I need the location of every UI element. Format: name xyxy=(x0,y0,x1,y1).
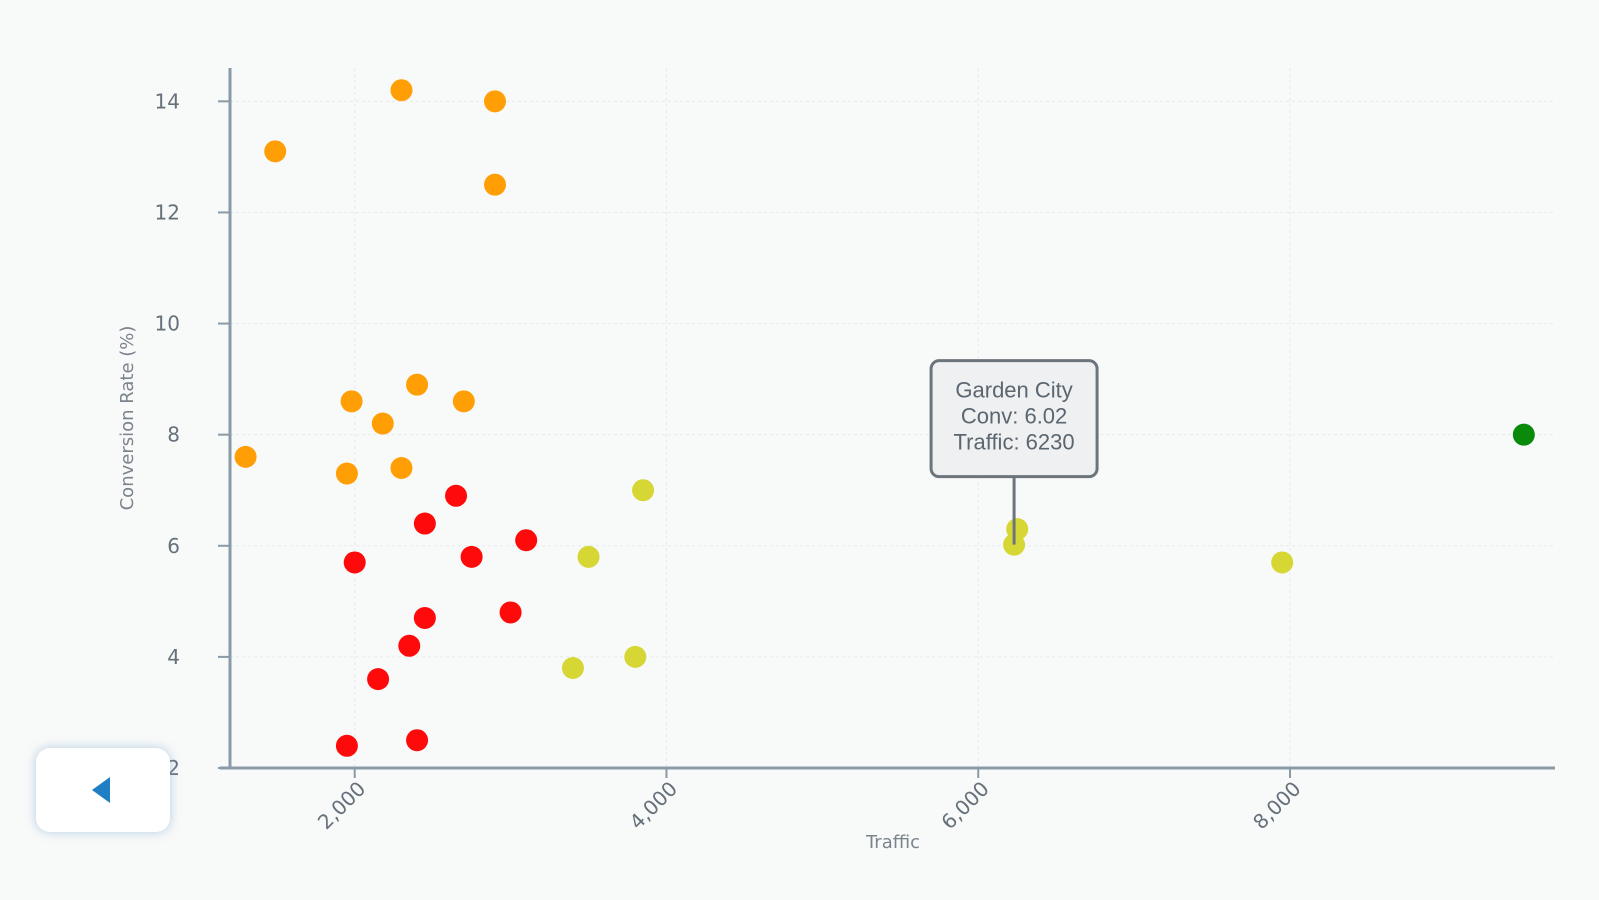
data-point[interactable] xyxy=(499,601,522,624)
data-point[interactable] xyxy=(406,729,429,752)
tooltip-box xyxy=(929,359,1099,479)
x-axis-title: Traffic xyxy=(865,832,920,853)
data-point[interactable] xyxy=(406,373,429,396)
data-point[interactable] xyxy=(371,412,394,435)
data-point[interactable] xyxy=(340,390,363,413)
tooltip-traffic: Traffic: 6230 xyxy=(954,430,1075,455)
data-point[interactable] xyxy=(390,79,413,102)
data-point[interactable] xyxy=(561,657,584,679)
x-tick-label: 2,000 xyxy=(313,777,370,834)
data-point[interactable] xyxy=(1512,423,1535,446)
data-points xyxy=(234,79,1535,757)
tooltip-name: Garden City xyxy=(955,378,1072,403)
data-point[interactable] xyxy=(390,457,413,479)
data-point[interactable] xyxy=(577,545,600,568)
grid-lines xyxy=(230,68,1555,769)
y-axis-title: Conversion Rate (%) xyxy=(117,326,138,511)
data-point[interactable] xyxy=(1271,551,1294,574)
chevron-left-icon xyxy=(92,777,110,803)
data-point[interactable] xyxy=(413,512,436,535)
data-point[interactable] xyxy=(234,445,257,468)
data-point[interactable] xyxy=(264,140,287,163)
data-point[interactable] xyxy=(624,645,647,668)
y-tick-label: 12 xyxy=(155,200,180,224)
data-point[interactable] xyxy=(367,668,390,691)
data-point[interactable] xyxy=(343,551,366,574)
tooltip: Garden City Conv: 6.02 Traffic: 6230 xyxy=(929,359,1099,545)
y-tick-label: 10 xyxy=(155,312,180,336)
y-tick-label: 14 xyxy=(155,89,180,113)
x-tick-label: 6,000 xyxy=(936,777,993,834)
data-point[interactable] xyxy=(413,607,436,629)
data-point[interactable] xyxy=(484,90,506,113)
y-tick-label: 8 xyxy=(167,423,180,447)
y-axis-ticks: 2 4 6 8 10 12 14 xyxy=(155,89,230,780)
data-point[interactable] xyxy=(460,545,483,568)
y-tick-label: 6 xyxy=(167,534,180,558)
x-tick-label: 8,000 xyxy=(1248,777,1305,834)
axes xyxy=(220,68,1555,770)
data-point[interactable] xyxy=(452,390,475,413)
x-tick-label: 4,000 xyxy=(625,777,682,834)
data-point[interactable] xyxy=(484,173,506,196)
data-point[interactable] xyxy=(632,479,655,502)
data-point[interactable] xyxy=(335,462,358,485)
data-point[interactable] xyxy=(335,734,358,757)
x-axis-ticks: 2,000 4,000 6,000 8,000 xyxy=(313,768,1306,834)
data-point[interactable] xyxy=(398,634,421,657)
y-tick-label: 2 xyxy=(167,756,180,780)
y-tick-label: 4 xyxy=(167,645,180,669)
data-point[interactable] xyxy=(515,529,538,552)
tooltip-conversion: Conv: 6.02 xyxy=(961,404,1067,429)
data-point[interactable] xyxy=(445,484,468,507)
back-button[interactable] xyxy=(36,748,170,832)
